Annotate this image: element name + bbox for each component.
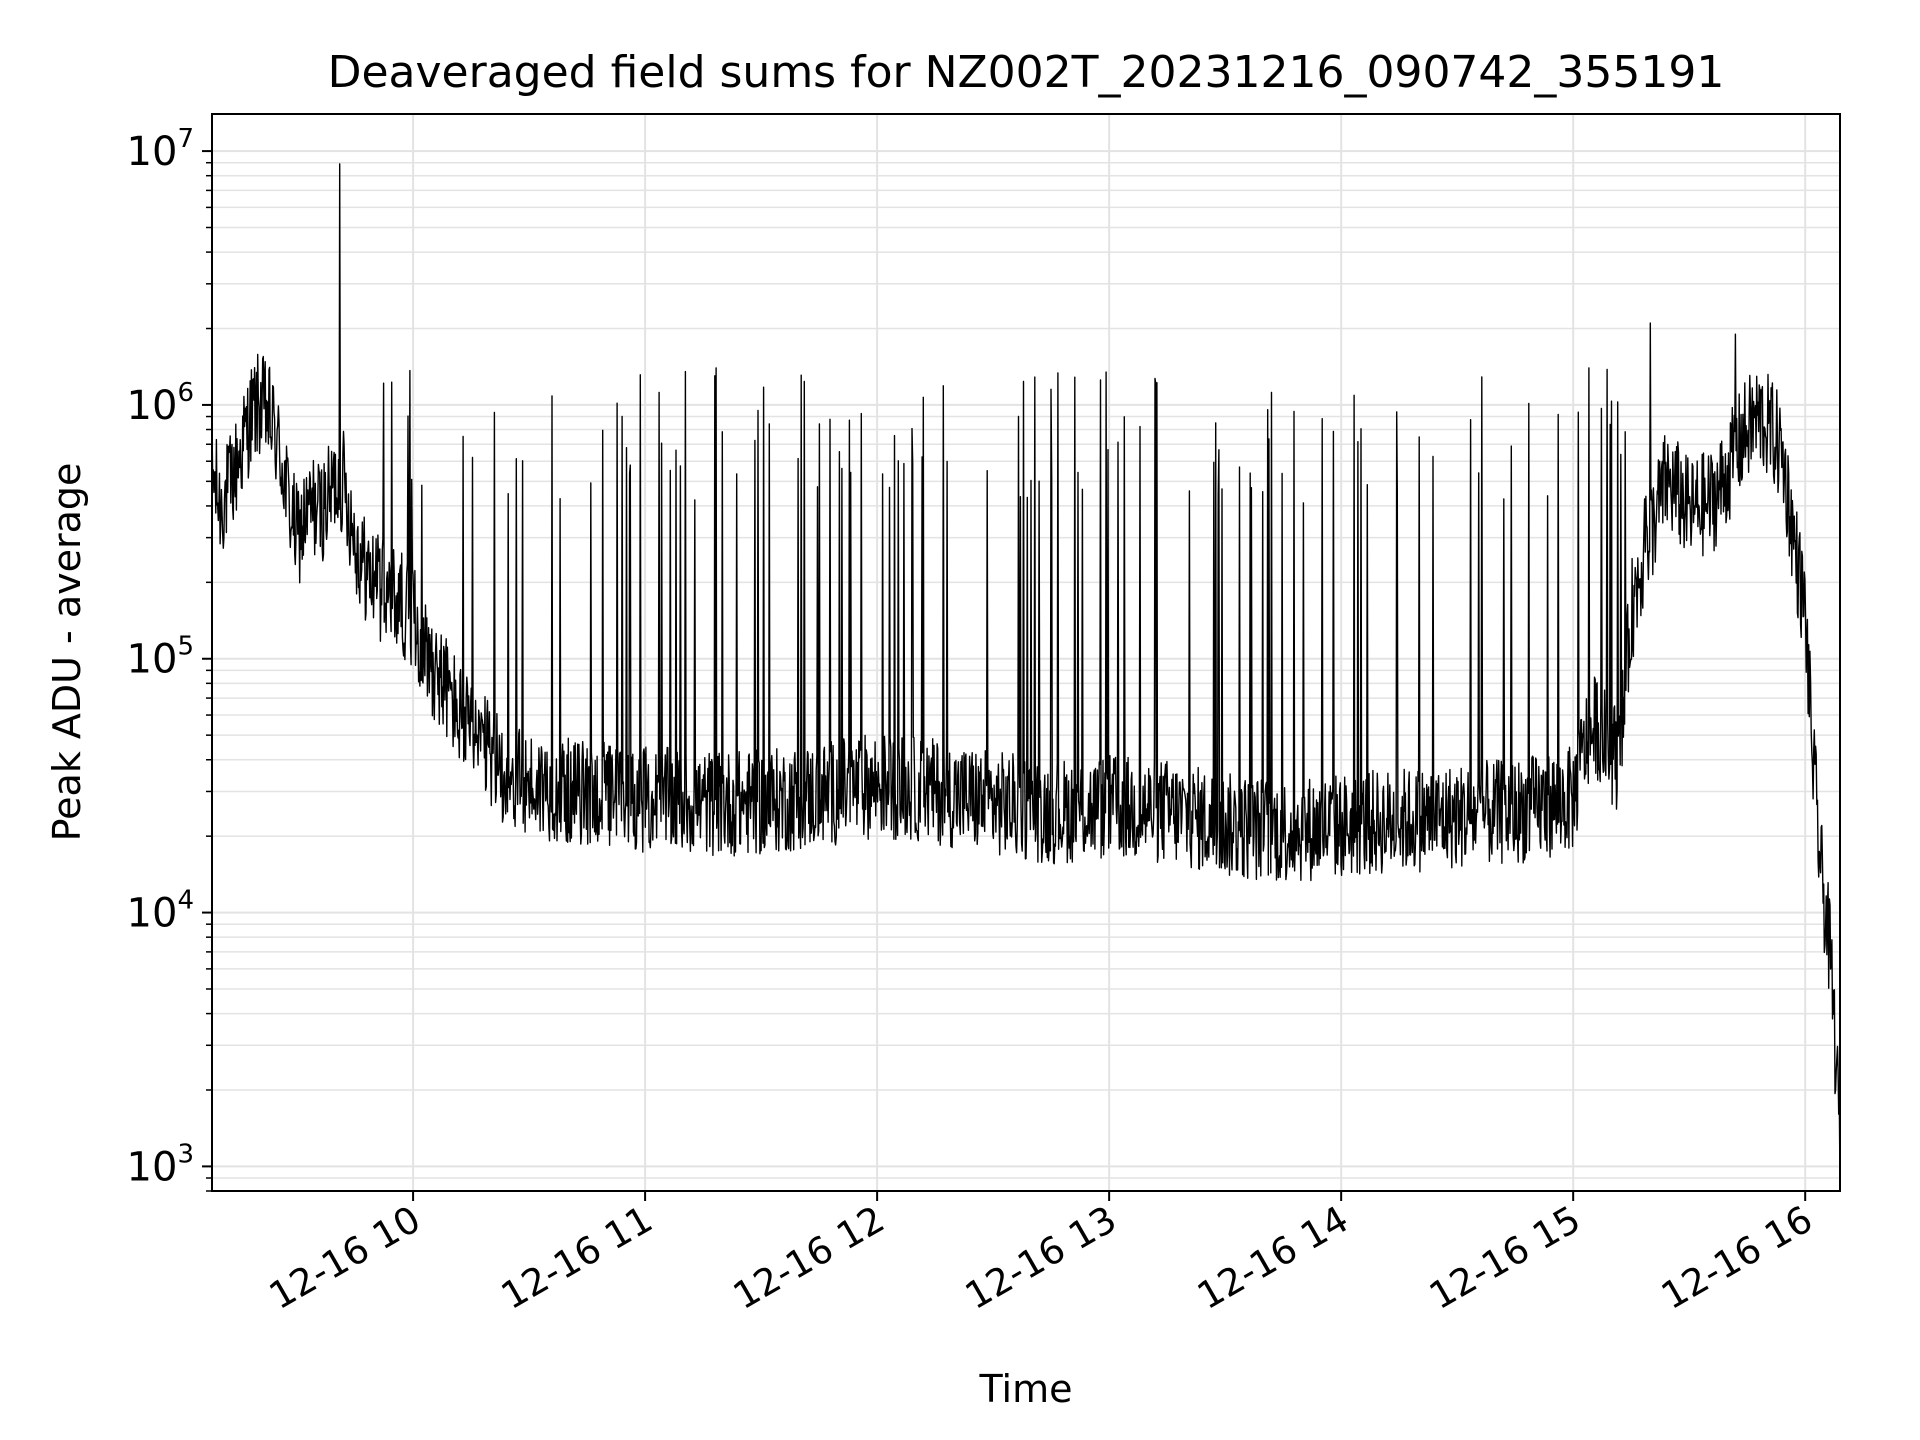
y-tick-label: 106 <box>127 378 194 429</box>
chart-title: Deaveraged field sums for NZ002T_2023121… <box>328 47 1725 98</box>
y-tick-label: 103 <box>127 1139 194 1190</box>
grid-lines <box>212 114 1840 1192</box>
plot-area <box>211 163 1841 1186</box>
y-axis-label: Peak ADU - average <box>45 463 89 842</box>
y-tick-label: 107 <box>127 124 194 175</box>
y-tick-label: 105 <box>127 632 194 683</box>
plot-frame <box>211 113 1841 1192</box>
data-line <box>211 163 1841 1186</box>
x-axis-label: Time <box>979 1367 1073 1411</box>
y-tick-label: 104 <box>127 886 194 937</box>
y-axis: 103 104 105 106 107 <box>127 124 212 1192</box>
